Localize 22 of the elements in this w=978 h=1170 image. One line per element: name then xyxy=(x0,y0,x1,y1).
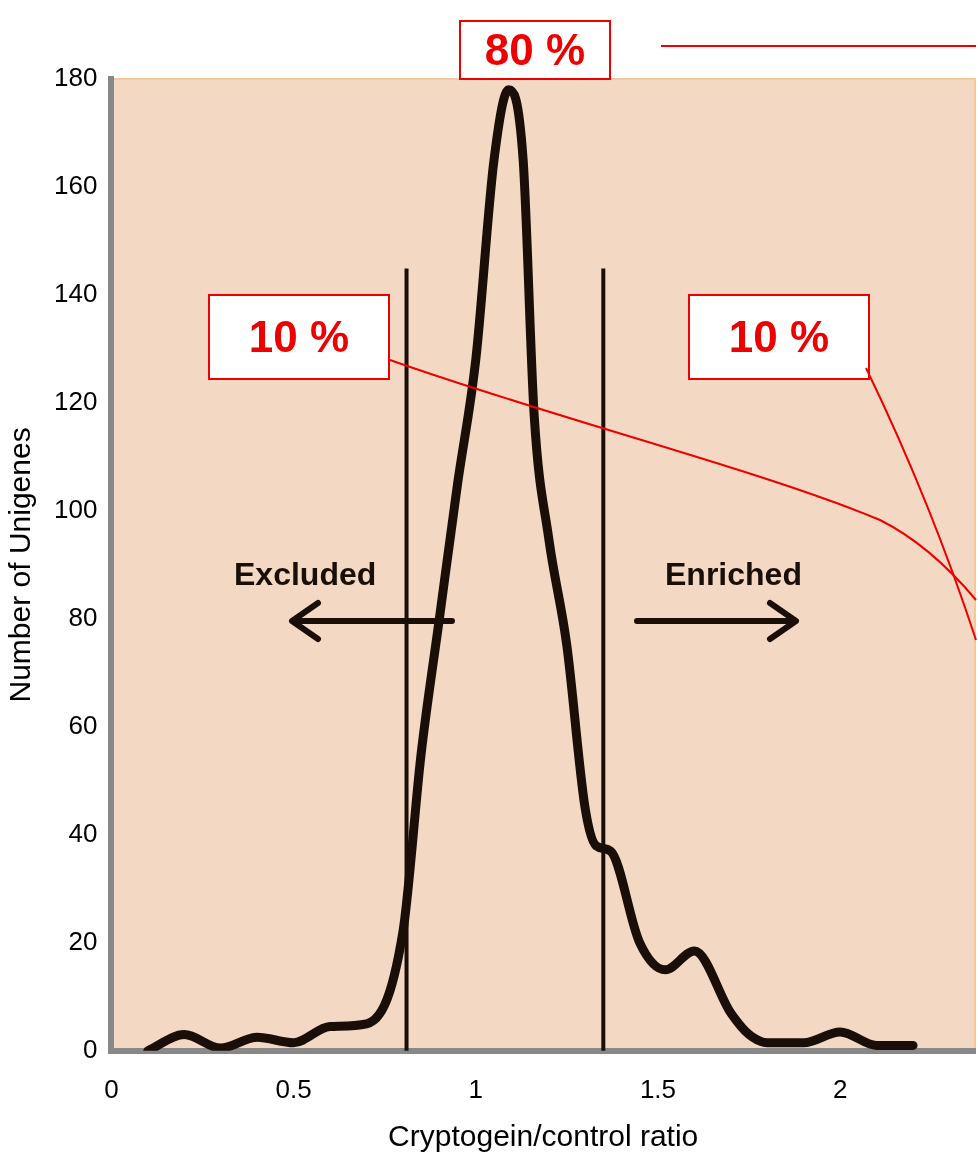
x-tick-label: 1 xyxy=(468,1073,484,1104)
y-tick-label: 80 xyxy=(68,602,98,633)
y-tick-label: 140 xyxy=(53,278,98,309)
x-tick-label: 0.5 xyxy=(275,1073,312,1104)
x-tick-label: 0 xyxy=(104,1073,119,1104)
y-tick-label: 180 xyxy=(53,62,98,93)
y-tick-label: 160 xyxy=(53,170,98,201)
y-tick-label: 20 xyxy=(68,925,98,956)
x-tick-label: 2 xyxy=(832,1073,848,1104)
y-tick-label: 0 xyxy=(82,1033,98,1064)
text: 80 % xyxy=(459,20,611,80)
y-tick-label: 40 xyxy=(68,818,98,849)
y-tick-label: 60 xyxy=(68,710,98,741)
y-tick-label: 100 xyxy=(53,494,98,525)
annotation: 10 % xyxy=(688,294,870,380)
x-tick-label: 1.5 xyxy=(639,1073,677,1104)
y-tick-label: 120 xyxy=(53,386,98,417)
x-axis-title: Cryptogein/control ratio xyxy=(388,1119,699,1153)
y-axis-title: Number of Unigenes xyxy=(3,427,37,703)
annotation: 10 % xyxy=(208,294,390,380)
annotation: Enriched xyxy=(665,556,802,593)
annotation: Excluded xyxy=(234,556,377,593)
